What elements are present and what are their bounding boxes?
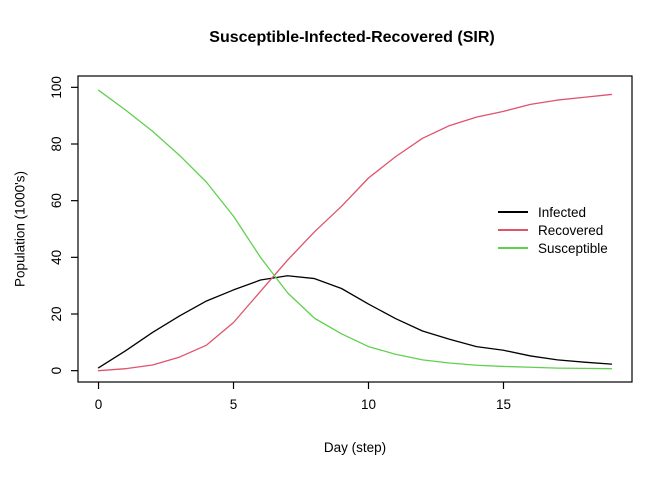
y-axis-tick-label: 60 [49,193,64,208]
y-axis-tick-label: 40 [49,250,64,265]
series-line-susceptible [97,89,613,370]
y-axis-tick-label: 100 [49,76,64,99]
y-axis-tick-label: 20 [49,306,64,321]
legend: Infected Recovered Susceptible [498,203,608,257]
recovered-line-swatch [498,229,528,231]
series-line-infected [97,275,613,369]
legend-item-infected: Infected [498,203,608,221]
infected-line-swatch [498,211,528,213]
x-axis-tick-label: 0 [95,397,103,412]
y-axis-title: Population (1000's) [12,171,28,287]
x-axis-tick-label: 15 [496,397,511,412]
x-axis-tick-label: 10 [361,397,376,412]
y-axis-tick-label: 80 [49,136,64,151]
legend-label-infected: Infected [538,204,587,220]
x-axis-title: Day (step) [323,440,387,455]
legend-item-susceptible: Susceptible [498,239,608,257]
y-axis-tick-label: 0 [49,367,64,375]
plot-border [77,75,633,383]
susceptible-line-swatch [498,247,528,249]
chart-title: Susceptible-Infected-Recovered (SIR) [209,29,495,46]
legend-label-recovered: Recovered [538,222,604,238]
legend-item-recovered: Recovered [498,221,608,239]
x-axis-tick-label: 5 [230,397,238,412]
series-line-recovered [97,93,613,372]
legend-label-susceptible: Susceptible [538,240,608,256]
